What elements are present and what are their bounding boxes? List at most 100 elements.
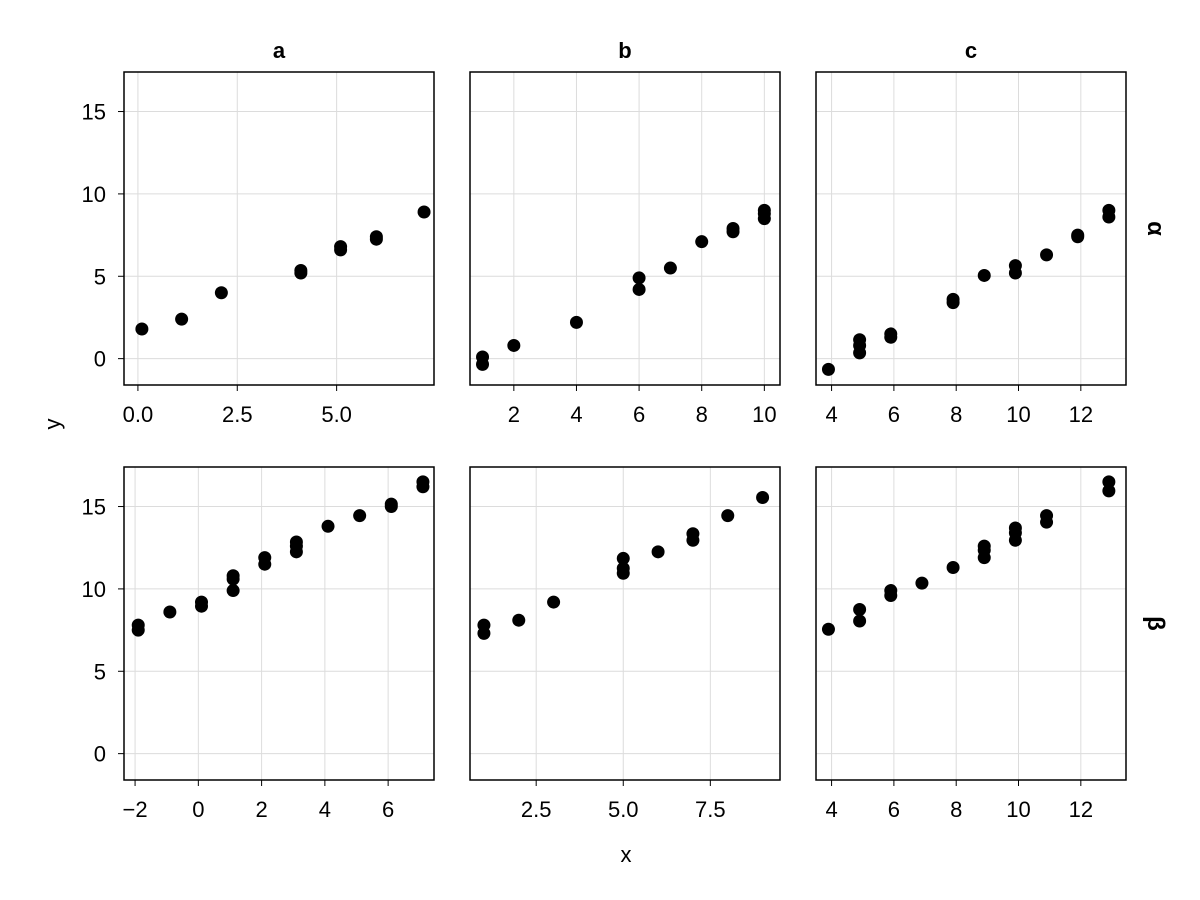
data-point: [884, 584, 898, 598]
data-point: [163, 605, 177, 619]
panel-frame: [815, 71, 1127, 386]
data-point: [321, 519, 335, 533]
panel-frame: [469, 466, 781, 781]
data-point: [175, 312, 189, 326]
x-tick-label: 4: [319, 797, 331, 822]
data-point: [289, 535, 303, 549]
data-point: [1040, 248, 1054, 262]
panel-frame: [815, 466, 1127, 781]
panel-β-b: 2.5 5.0 7.5: [469, 466, 781, 822]
data-point: [547, 595, 561, 609]
column-title-b: b: [618, 38, 631, 63]
y-tick-label: 15: [82, 495, 106, 520]
data-point: [477, 618, 491, 632]
x-tick-label: −2: [123, 797, 148, 822]
data-point: [135, 322, 149, 336]
x-tick-label: 8: [950, 797, 962, 822]
row-title-1: α: [1142, 221, 1169, 236]
y-tick-label: 10: [82, 182, 106, 207]
data-point: [1102, 475, 1116, 489]
data-point: [632, 282, 646, 296]
data-point: [853, 602, 867, 616]
x-tick-label: 5.0: [608, 797, 639, 822]
x-tick-label: 6: [382, 797, 394, 822]
y-tick-label: 0: [94, 742, 106, 767]
y-tick-label: 5: [94, 659, 106, 684]
y-tick-label: 5: [94, 264, 106, 289]
x-tick-label: 6: [888, 797, 900, 822]
data-point: [651, 545, 665, 559]
data-point: [1071, 228, 1085, 242]
panel-α-b: 2 4 6 8 10: [469, 71, 781, 427]
y-tick-label: 15: [82, 100, 106, 125]
x-tick-label: 2: [255, 797, 267, 822]
data-point: [821, 362, 835, 376]
data-point: [214, 286, 228, 300]
data-point: [569, 315, 583, 329]
data-point: [226, 584, 240, 598]
x-tick-label: 10: [1006, 797, 1030, 822]
data-point: [946, 560, 960, 574]
x-tick-label: 4: [825, 797, 837, 822]
data-point: [726, 222, 740, 235]
data-point: [946, 292, 960, 306]
data-point: [686, 527, 700, 541]
panel-frame: [123, 466, 435, 781]
x-tick-label: 0.0: [123, 402, 154, 427]
data-point: [1008, 259, 1022, 273]
panel-α-c: 4 6 8 10 12: [815, 71, 1127, 427]
data-point: [616, 551, 630, 565]
data-point: [294, 264, 308, 278]
x-tick-label: 5.0: [321, 402, 352, 427]
column-title-a: a: [273, 38, 286, 63]
x-tick-label: 12: [1069, 797, 1093, 822]
panel-β-a: −2 0 2 4 6 0 5 10 15: [82, 466, 435, 822]
x-tick-label: 4: [825, 402, 837, 427]
data-point: [915, 576, 929, 590]
y-axis-label: y: [40, 419, 65, 430]
x-tick-label: 0: [192, 797, 204, 822]
panel-α-a: 0.0 2.5 5.0 0 5 10 15: [82, 71, 435, 427]
panel-frame: [123, 71, 435, 386]
x-tick-label: 6: [633, 402, 645, 427]
data-point: [884, 327, 898, 341]
data-point: [195, 595, 208, 609]
panel-frame: [469, 71, 781, 386]
x-tick-label: 2.5: [521, 797, 552, 822]
x-tick-label: 10: [752, 402, 776, 427]
data-point: [417, 205, 431, 219]
data-point: [512, 613, 526, 627]
x-axis-label: x: [621, 842, 632, 867]
data-point: [1102, 203, 1116, 217]
data-point: [756, 490, 770, 504]
data-point: [663, 261, 677, 275]
x-tick-label: 6: [888, 402, 900, 427]
data-point: [1008, 521, 1022, 535]
data-point: [853, 333, 867, 347]
data-point: [616, 561, 630, 575]
data-point: [416, 475, 430, 489]
data-point: [131, 618, 145, 632]
data-point: [695, 235, 709, 249]
data-point: [353, 509, 367, 523]
x-tick-label: 7.5: [695, 797, 726, 822]
x-tick-label: 2.5: [222, 402, 253, 427]
column-title-c: c: [965, 38, 977, 63]
data-point: [1040, 509, 1054, 523]
data-point: [476, 350, 490, 364]
data-point: [757, 203, 771, 217]
data-point: [977, 268, 991, 282]
x-tick-label: 2: [508, 402, 520, 427]
x-tick-label: 12: [1069, 402, 1093, 427]
data-point: [334, 240, 348, 254]
y-tick-label: 0: [94, 347, 106, 372]
data-point: [258, 551, 272, 565]
data-point: [1102, 484, 1116, 498]
data-point: [977, 539, 991, 553]
x-tick-label: 8: [950, 402, 962, 427]
data-point: [721, 509, 735, 523]
data-point: [369, 230, 383, 244]
x-tick-label: 8: [696, 402, 708, 427]
row-title-2: β: [1142, 616, 1169, 631]
data-point: [853, 614, 867, 628]
